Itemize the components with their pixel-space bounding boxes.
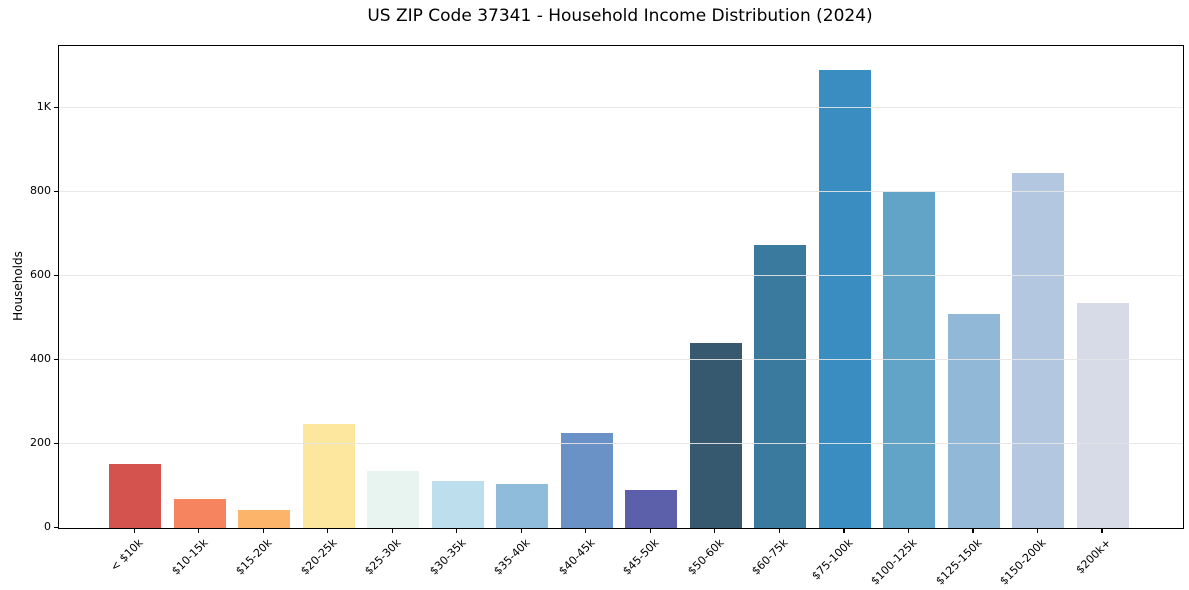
bar-$20-25k bbox=[302, 424, 355, 528]
gridline-800 bbox=[59, 191, 1183, 193]
y-tick-label: 0 bbox=[44, 520, 51, 533]
bar-$45-50k bbox=[625, 490, 678, 528]
y-axis-label: Households bbox=[11, 251, 25, 321]
gridline-400 bbox=[59, 359, 1183, 361]
y-tick-label: 800 bbox=[30, 184, 51, 198]
x-tick-mark bbox=[649, 528, 651, 533]
gridline-1K bbox=[59, 107, 1183, 109]
chart-title: US ZIP Code 37341 - Household Income Dis… bbox=[367, 6, 873, 26]
bar-$100-125k bbox=[883, 192, 936, 528]
x-tick-mark bbox=[843, 528, 845, 533]
x-tick-mark bbox=[585, 528, 587, 533]
x-tick-mark bbox=[327, 528, 329, 533]
y-tick-mark bbox=[54, 526, 58, 528]
x-tick-mark bbox=[714, 528, 716, 533]
x-tick-mark bbox=[972, 528, 974, 533]
bar-$35-40k bbox=[496, 483, 549, 528]
x-tick-mark bbox=[520, 528, 522, 533]
bar-$200k+ bbox=[1076, 303, 1129, 528]
bar-$50-60k bbox=[689, 343, 742, 528]
y-tick-mark bbox=[54, 106, 58, 108]
bar-$125-150k bbox=[947, 313, 1000, 528]
y-tick-label: 400 bbox=[30, 352, 51, 366]
bar-$60-75k bbox=[754, 244, 807, 528]
y-tick-mark bbox=[54, 358, 58, 360]
y-tick-mark bbox=[54, 190, 58, 192]
bar-$40-45k bbox=[560, 433, 613, 528]
x-tick-mark bbox=[133, 528, 135, 533]
y-tick-label: 200 bbox=[30, 436, 51, 450]
y-tick-mark bbox=[54, 274, 58, 276]
bar-$75-100k bbox=[818, 70, 871, 528]
y-tick-label: 1K bbox=[36, 100, 51, 114]
x-tick-mark bbox=[456, 528, 458, 533]
gridline-200 bbox=[59, 443, 1183, 445]
x-tick-mark bbox=[262, 528, 264, 533]
x-tick-mark bbox=[778, 528, 780, 533]
x-tick-mark bbox=[391, 528, 393, 533]
bar-$30-35k bbox=[431, 480, 484, 528]
gridline-600 bbox=[59, 275, 1183, 277]
x-tick-label: < $10k bbox=[107, 536, 146, 574]
bar-$15-20k bbox=[238, 509, 291, 528]
bar-$25-30k bbox=[367, 470, 420, 528]
x-tick-mark bbox=[1036, 528, 1039, 533]
bar-< $10k bbox=[109, 464, 161, 528]
x-tick-mark bbox=[1101, 528, 1103, 533]
bar-$10-15k bbox=[173, 498, 226, 528]
y-tick-mark bbox=[54, 442, 58, 444]
plot-area bbox=[58, 45, 1184, 529]
y-tick-label: 600 bbox=[30, 268, 51, 282]
x-tick-mark bbox=[198, 528, 200, 533]
bar-$150-200k bbox=[1012, 173, 1065, 528]
x-tick-mark bbox=[907, 528, 910, 533]
